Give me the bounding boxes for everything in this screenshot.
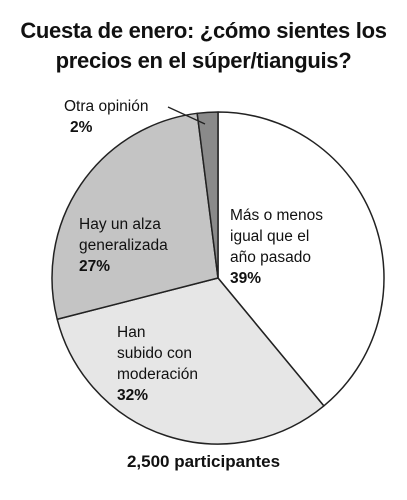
slice-mas-o-menos-igual	[217, 111, 385, 407]
otra-opinion-leader-line	[167, 106, 206, 125]
label-mas-o-menos-line-2: igual que el	[230, 228, 309, 245]
label-alza-line-2: generalizada	[79, 237, 168, 254]
chart-title-line-2: precios en el súper/tianguis?	[55, 48, 352, 73]
chart-title: Cuesta de enero: ¿cómo sientes los preci…	[0, 16, 407, 76]
label-alza-line-1: Hay un alza	[79, 216, 161, 233]
pie-slices	[51, 111, 385, 445]
label-han-subido-line-3: moderación	[117, 366, 198, 383]
value-otra-opinion: 2%	[70, 119, 93, 136]
label-mas-o-menos-line-1: Más o menos	[230, 207, 323, 224]
participants-footnote: 2,500 participantes	[126, 452, 281, 471]
slice-alza-generalizada	[51, 112, 219, 321]
label-han-subido-line-2: subido con	[117, 345, 192, 362]
value-alza: 27%	[79, 258, 110, 275]
value-mas-o-menos: 39%	[230, 270, 261, 287]
chart-title-line-1: Cuesta de enero: ¿cómo sientes los	[20, 18, 387, 43]
label-otra-opinion: Otra opinión	[64, 98, 148, 115]
slice-han-subido-con-moderacion	[56, 277, 325, 445]
slice-otra-opinion	[196, 111, 219, 279]
label-mas-o-menos-line-3: año pasado	[230, 249, 311, 266]
label-han-subido-line-1: Han	[117, 324, 145, 341]
value-han-subido: 32%	[117, 387, 148, 404]
